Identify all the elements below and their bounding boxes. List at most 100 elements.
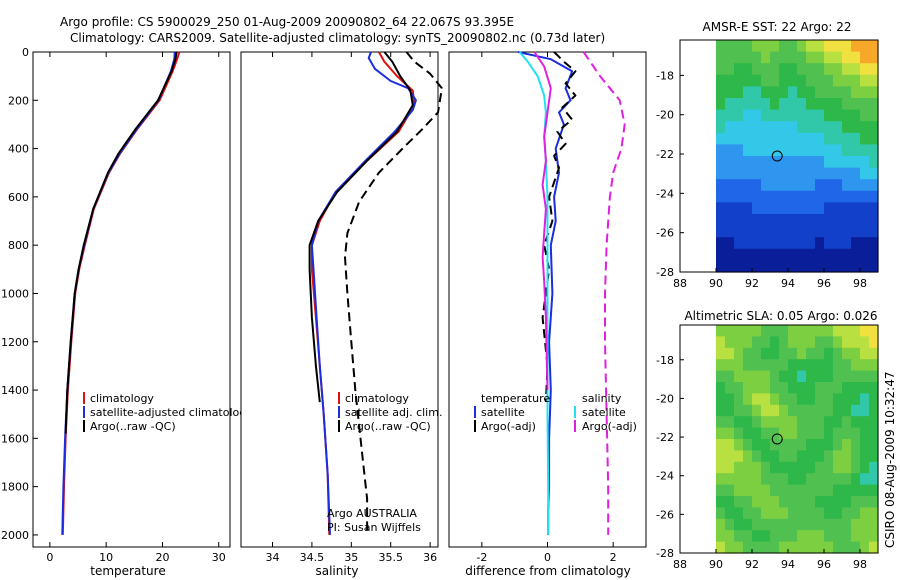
y-tick-label: -26 [656,508,674,521]
heatmap-cell [860,225,870,238]
heatmap-cell [788,51,798,64]
heatmap-cell [761,461,771,474]
heatmap-cell [860,370,870,383]
heatmap-cell [860,144,870,157]
heatmap-cell [860,382,870,394]
heatmap-cell [779,179,789,192]
heatmap-cell [788,530,798,543]
series-line-magenta-3 [533,51,552,391]
heatmap-cell [833,530,843,543]
heatmap-cell [734,439,744,451]
x-tick-label: 98 [853,558,867,571]
heatmap-cell [860,518,870,531]
heatmap-cell [815,347,825,360]
heatmap-cell [743,359,753,372]
heatmap-cell [842,393,852,406]
heatmap-cell [851,359,861,372]
heatmap-cell [779,63,789,76]
heatmap-cell [824,202,834,215]
heatmap-cell [806,179,816,192]
y-tick-label: 400 [8,143,29,156]
heatmap-cell [797,359,807,372]
heatmap-cell [833,190,843,203]
heatmap-cell [869,214,879,227]
heatmap-cell [779,370,789,383]
heatmap-cell [824,225,834,238]
heatmap-cell [761,530,771,543]
heatmap-cell [842,121,852,134]
heatmap-cell [788,225,798,238]
argo-location-marker [771,150,783,162]
heatmap-cell [842,167,852,180]
heatmap-cell [761,156,771,169]
heatmap-cell [833,202,843,215]
heatmap-cell [806,439,816,451]
heatmap-cell [860,237,870,250]
heatmap-cell [752,144,762,157]
heatmap-cell [725,179,735,192]
heatmap-cell [833,439,843,451]
heatmap-cell [761,518,771,531]
heatmap-cell [869,248,879,261]
heatmap-cell [734,202,744,215]
heatmap-cell [779,214,789,227]
heatmap-cell [815,404,825,417]
heatmap-cell [761,260,771,273]
heatmap-cell [761,370,771,383]
heatmap-cell [806,132,816,145]
heatmap-cell [860,63,870,76]
heatmap-cell [842,347,852,360]
heatmap-cell [815,214,825,227]
x-tick-label: 20 [155,551,169,564]
heatmap-cell [779,518,789,531]
heatmap-cell [779,541,789,554]
heatmap-cell [815,507,825,520]
legend-label-sal-argo: Argo(-adj) [582,420,637,433]
heatmap-cell [770,237,780,250]
heatmap-cell [869,416,879,429]
heatmap-cell [851,63,861,76]
heatmap-cell [806,359,816,372]
heatmap-cell [815,237,825,250]
heatmap-cell [851,439,861,451]
heatmap-cell [797,450,807,463]
heatmap-cell [788,190,798,203]
heatmap-cell [779,325,789,337]
heatmap-cell [743,144,753,157]
legend-header-temperature: temperature [481,392,550,405]
heatmap-cell [833,404,843,417]
heatmap-cell [779,86,789,99]
heatmap-cell [842,179,852,192]
heatmap-cell [779,167,789,180]
heatmap-cell [797,248,807,261]
heatmap-cell [842,98,852,111]
heatmap-cell [725,450,735,463]
heatmap-cell [833,370,843,383]
legend-label-argo: Argo(..raw -QC) [345,420,431,433]
heatmap-cell [770,439,780,451]
heatmap-cell [788,404,798,417]
heatmap-cell [842,541,852,554]
legend-label-sal-satellite: satellite [582,406,626,419]
heatmap-cell [788,86,798,99]
heatmap-cell [734,336,744,349]
heatmap-cell [761,507,771,520]
heatmap-cell [833,382,843,394]
heatmap-cell [851,144,861,157]
heatmap-cell [842,132,852,145]
heatmap-cell [734,63,744,76]
heatmap-cell [743,225,753,238]
heatmap-cell [725,167,735,180]
legend-header-salinity: salinity [582,392,622,405]
heatmap-cell [734,179,744,192]
heatmap-cell [824,393,834,406]
heatmap-cell [779,74,789,87]
heatmap-cell [842,225,852,238]
heatmap-cell [815,416,825,429]
heatmap-cell [860,450,870,463]
y-tick-label: 0 [22,46,29,59]
heatmap-cell [725,325,735,337]
heatmap-cell [752,450,762,463]
y-tick-label: -20 [656,392,674,405]
heatmap-cell [770,167,780,180]
